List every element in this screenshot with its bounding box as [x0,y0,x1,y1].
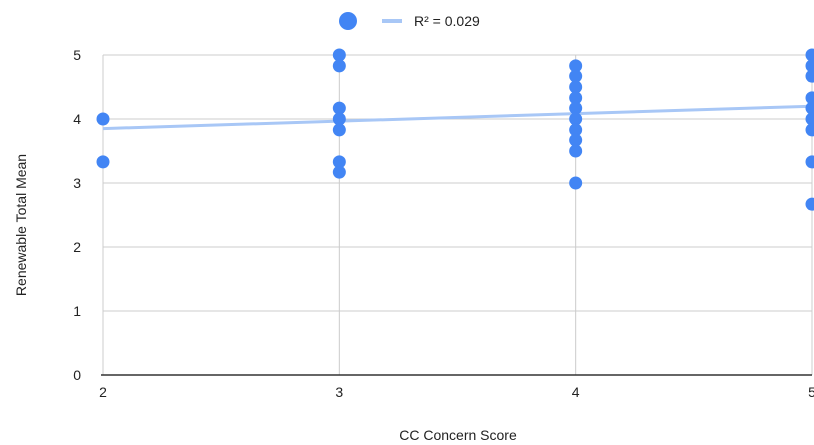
y-tick-label: 3 [73,175,81,191]
data-point [332,155,346,169]
data-point [332,101,346,115]
data-point [569,80,583,94]
data-point [569,133,583,147]
x-axis-title: CC Concern Score [399,427,517,443]
data-point [569,69,583,83]
data-point [805,155,814,169]
y-tick-label: 5 [73,47,81,63]
data-point [96,112,110,126]
y-tick-label: 1 [73,303,81,319]
data-point [96,155,110,169]
data-point [332,123,346,137]
legend-point-marker [339,12,357,30]
data-point [569,59,583,73]
data-point [805,123,814,137]
x-tick-label: 5 [808,384,814,400]
data-point [569,176,583,190]
data-point [332,165,346,179]
legend-trendline-label: R² = 0.029 [414,13,480,29]
data-point [805,101,814,115]
axes: 0 1 2 3 4 5 2 3 4 5 [73,47,814,400]
y-tick-label: 4 [73,111,81,127]
data-point [332,59,346,73]
data-point [569,144,583,158]
data-point [569,91,583,105]
legend: R² = 0.029 [339,12,480,30]
y-tick-label: 2 [73,239,81,255]
data-point [805,59,814,73]
data-point [805,69,814,83]
y-axis-title: Renewable Total Mean [13,154,29,296]
data-point [569,112,583,126]
data-point [805,91,814,105]
trendline [102,104,813,131]
data-point [805,112,814,126]
trendline-layer [102,104,813,131]
x-tick-label: 4 [572,384,580,400]
gridlines [102,54,813,375]
data-points [96,48,814,211]
data-point [332,48,346,62]
y-tick-label: 0 [73,367,81,383]
data-point [569,101,583,115]
data-point [805,197,814,211]
data-point [805,48,814,62]
data-point [569,123,583,137]
data-point [332,112,346,126]
x-tick-label: 3 [335,384,343,400]
x-tick-label: 2 [99,384,107,400]
